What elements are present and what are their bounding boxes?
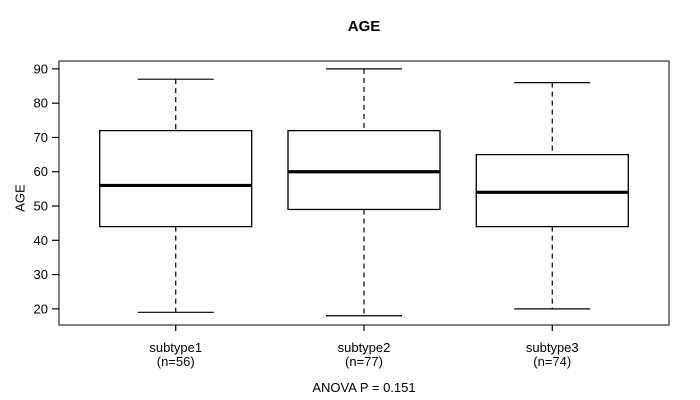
iqr-box bbox=[475, 153, 629, 228]
x-category-sublabel: (n=74) bbox=[533, 354, 571, 369]
y-tick-label: 60 bbox=[34, 164, 48, 179]
iqr-box bbox=[287, 129, 441, 211]
anova-annotation: ANOVA P = 0.151 bbox=[312, 380, 416, 395]
x-category-label: subtype2 bbox=[338, 340, 391, 355]
y-tick-label: 80 bbox=[34, 96, 48, 111]
chart-title: AGE bbox=[347, 18, 381, 35]
iqr-box bbox=[99, 129, 253, 228]
x-category-label: subtype3 bbox=[526, 340, 579, 355]
x-category-sublabel: (n=77) bbox=[345, 354, 383, 369]
y-axis-label: AGE bbox=[12, 184, 28, 212]
y-tick-label: 20 bbox=[34, 301, 48, 316]
y-tick-label: 40 bbox=[34, 233, 48, 248]
y-tick-label: 70 bbox=[34, 130, 48, 145]
x-category-label: subtype1 bbox=[149, 340, 202, 355]
y-tick-label: 50 bbox=[34, 199, 48, 214]
x-category-sublabel: (n=56) bbox=[157, 354, 195, 369]
y-tick-label: 30 bbox=[34, 267, 48, 282]
y-tick-label: 90 bbox=[34, 61, 48, 76]
